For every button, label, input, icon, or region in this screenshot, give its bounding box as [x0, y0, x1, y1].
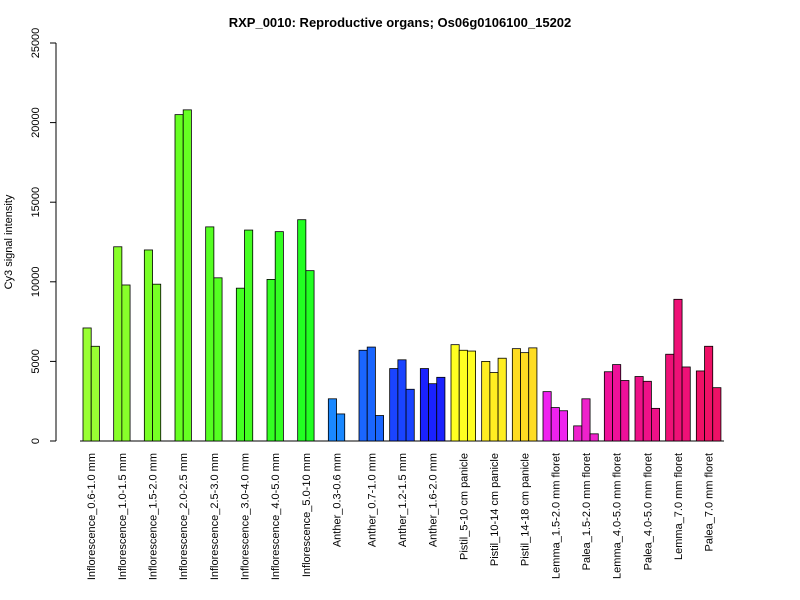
x-tick-label: Palea_7.0 mm floret — [704, 453, 716, 551]
x-tick-label: Anther_0.7-1.0 mm — [366, 453, 378, 547]
bar — [634, 376, 644, 442]
bar — [520, 352, 530, 442]
y-axis: 0 5000 10000 15000 20000 25000 — [30, 28, 57, 444]
bar — [466, 350, 476, 442]
x-tick-label: Lemma_7.0 mm floret — [673, 453, 685, 560]
bar — [374, 415, 384, 442]
bar — [573, 425, 583, 442]
y-tick-label: 15000 — [30, 187, 42, 218]
chart-title: RXP_0010: Reproductive organs; Os06g0106… — [229, 15, 572, 30]
x-tick-label: Inflorescence_1.0-1.5 mm — [117, 453, 129, 580]
x-tick-label: Pistil_10-14 cm panicle — [489, 453, 501, 566]
bar — [589, 433, 599, 442]
bar — [497, 357, 507, 442]
y-tick-label: 25000 — [30, 28, 42, 59]
x-tick-label: Inflorescence_3.0-4.0 mm — [240, 453, 252, 580]
bars — [80, 109, 724, 442]
bar — [559, 410, 569, 442]
y-tick-label: 20000 — [30, 107, 42, 138]
bar — [681, 366, 691, 442]
bar — [651, 407, 661, 442]
bar — [327, 398, 337, 442]
bar — [489, 372, 499, 442]
bar — [90, 345, 100, 442]
bar — [244, 229, 254, 442]
bar — [603, 371, 613, 442]
bar — [550, 407, 560, 442]
x-tick-label: Palea_4.0-5.0 mm floret — [642, 453, 654, 570]
bar — [397, 359, 407, 442]
bar — [213, 277, 223, 442]
bar — [235, 287, 245, 442]
bar — [511, 348, 521, 442]
bar — [481, 360, 491, 442]
bar — [205, 226, 215, 442]
x-tick-label: Anther_1.2-1.5 mm — [397, 453, 409, 547]
bar — [405, 388, 415, 442]
x-tick-label: Palea_1.5-2.0 mm floret — [581, 453, 593, 570]
bar — [436, 376, 446, 442]
bar — [143, 249, 153, 442]
x-tick-label: Inflorescence_2.5-3.0 mm — [209, 453, 221, 580]
bar — [82, 327, 92, 442]
bar — [581, 398, 591, 442]
bar — [358, 349, 368, 442]
bar — [182, 109, 192, 442]
bar — [612, 364, 622, 442]
y-tick-label: 5000 — [30, 349, 42, 373]
bar — [665, 353, 675, 442]
bar — [336, 413, 346, 442]
y-axis-label: Cy3 signal intensity — [3, 194, 15, 289]
bar — [428, 383, 438, 442]
x-tick-label: Inflorescence_1.5-2.0 mm — [148, 453, 160, 580]
bar — [174, 114, 184, 442]
x-tick-label: Lemma_1.5-2.0 mm floret — [550, 453, 562, 579]
bar — [695, 370, 705, 442]
bar — [297, 219, 307, 442]
x-tick-label: Inflorescence_5.0-10 mm — [301, 453, 313, 577]
bar — [305, 270, 315, 442]
bar — [704, 345, 714, 442]
x-tick-label: Pistil_14-18 cm panicle — [520, 453, 532, 566]
bar — [266, 279, 276, 442]
x-tick-label: Inflorescence_4.0-5.0 mm — [270, 453, 282, 580]
x-tick-label: Lemma_4.0-5.0 mm floret — [612, 453, 624, 579]
bar — [274, 231, 284, 442]
x-axis: Inflorescence_0.6-1.0 mm Inflorescence_1.… — [86, 453, 715, 580]
x-tick-label: Anther_1.6-2.0 mm — [428, 453, 440, 547]
y-tick-label: 10000 — [30, 267, 42, 298]
bar — [121, 284, 131, 442]
y-tick-label: 0 — [30, 438, 42, 444]
x-tick-label: Inflorescence_0.6-1.0 mm — [86, 453, 98, 580]
x-tick-label: Pistil_5-10 cm panicle — [458, 453, 470, 560]
bar — [389, 368, 399, 442]
bar — [673, 298, 683, 442]
bar — [458, 349, 468, 442]
bar — [450, 344, 460, 442]
bar — [542, 391, 552, 442]
bar — [152, 283, 162, 442]
bar — [620, 380, 630, 442]
bar — [642, 380, 652, 442]
bar — [113, 246, 123, 442]
bar — [419, 368, 429, 442]
x-tick-label: Inflorescence_2.0-2.5 mm — [178, 453, 190, 580]
bar — [712, 387, 722, 442]
bar — [528, 347, 538, 442]
x-tick-label: Anther_0.3-0.6 mm — [332, 453, 344, 547]
bar — [366, 346, 376, 442]
